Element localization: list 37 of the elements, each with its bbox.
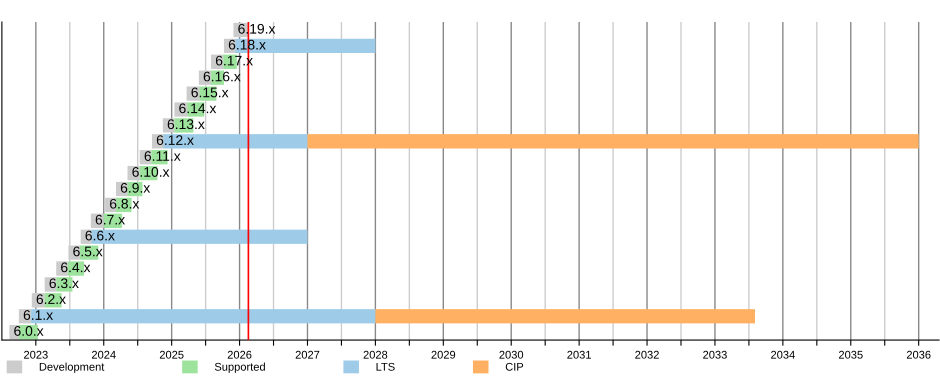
x-tick-label: 2032 — [635, 350, 659, 359]
bar — [375, 309, 756, 324]
y-tick-label: 6.14.x — [179, 103, 216, 114]
x-tick-label: 2023 — [24, 350, 48, 359]
x-tick-label: 2033 — [703, 350, 727, 359]
y-tick-label: 6.10.x — [132, 167, 170, 177]
x-tick-label: 2027 — [296, 350, 320, 359]
y-tick-label: 6.2.x — [36, 294, 66, 304]
y-tick-label: 6.9.x — [120, 182, 150, 193]
y-tick-label: 6.1.x — [24, 310, 53, 320]
y-tick-label: 6.6.x — [86, 230, 115, 240]
legend-label: CIP — [506, 362, 524, 371]
y-tick-label: 6.0.x — [14, 326, 44, 336]
y-tick-label: 6.11.x — [144, 151, 181, 161]
bar — [307, 134, 919, 148]
legend-label: Supported — [214, 362, 265, 373]
y-tick-label: 6.13.x — [168, 119, 205, 130]
y-tick-label: 6.7.x — [96, 214, 125, 225]
legend-label: Development — [40, 362, 104, 373]
x-tick-label: 2025 — [160, 350, 184, 359]
x-tick-label: 2035 — [838, 350, 863, 359]
legend-label: LTS — [376, 362, 395, 371]
y-tick-label: 6.16.x — [204, 72, 241, 82]
y-tick-label: 6.5.x — [73, 246, 103, 256]
y-tick-label: 6.8.x — [110, 198, 140, 209]
x-tick-label: 2030 — [499, 350, 524, 359]
y-tick-label: 6.15.x — [191, 87, 228, 98]
x-tick-label: 2029 — [432, 350, 456, 359]
y-tick-label: 6.12.x — [156, 135, 194, 146]
x-tick-label: 2026 — [228, 350, 252, 359]
x-tick-label: 2028 — [364, 350, 388, 359]
x-tick-label: 2031 — [567, 350, 591, 359]
x-tick-label: 2034 — [771, 350, 795, 359]
x-tick-label: 2036 — [906, 350, 931, 359]
y-tick-label: 6.4.x — [61, 262, 90, 272]
y-tick-label: 6.3.x — [50, 278, 79, 288]
x-tick-label: 2024 — [92, 350, 116, 359]
